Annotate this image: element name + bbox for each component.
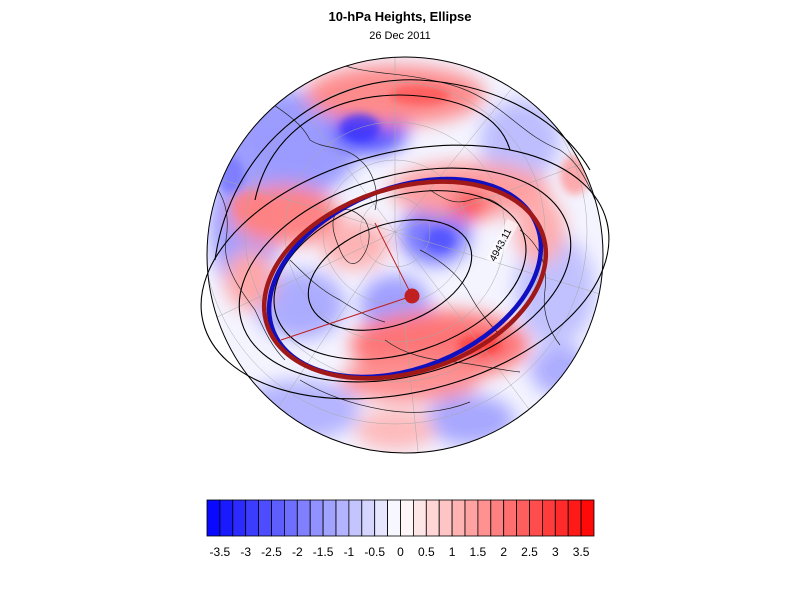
legend-swatch — [567, 499, 582, 537]
legend-tick-label: 0.5 — [418, 545, 435, 559]
legend-swatch — [322, 499, 337, 537]
legend-tick-label: -1.5 — [313, 545, 334, 559]
legend-tick-label: 1 — [449, 545, 456, 559]
legend-tick-label: 3 — [552, 545, 559, 559]
legend-tick-label: -3.5 — [210, 545, 231, 559]
legend-swatch — [529, 499, 543, 537]
map-title: 10-hPa Heights, Ellipse — [328, 9, 472, 24]
legend-swatch — [296, 499, 311, 537]
legend-swatch — [438, 499, 453, 537]
legend-swatch — [271, 499, 285, 537]
legend-tick-label: -1 — [344, 545, 355, 559]
legend-tick-label: 2 — [500, 545, 507, 559]
legend-swatch — [258, 499, 272, 537]
map-subtitle: 26 Dec 2011 — [369, 30, 431, 42]
red-ellipse — [261, 179, 549, 381]
legend-swatch — [387, 499, 401, 537]
legend-swatch — [425, 499, 440, 537]
legend-swatch — [400, 499, 414, 537]
legend-tick-label: 3.5 — [573, 545, 590, 559]
ellipse-center-marker — [404, 288, 420, 304]
legend-swatch — [580, 499, 595, 537]
legend-swatch — [451, 499, 466, 537]
legend-swatch — [490, 499, 505, 537]
legend-swatch — [412, 499, 427, 537]
legend-swatch — [245, 499, 259, 537]
color-legend-ticks: -3.5 -3 -2.5 -2 -1.5 -1 -0.5 0 0.5 1 1.5 2 2.5 3 3.5 — [210, 545, 590, 559]
legend-swatch — [348, 499, 363, 537]
legend-tick-label: -3 — [240, 545, 251, 559]
legend-tick-label: 2.5 — [521, 545, 538, 559]
legend-swatch — [374, 499, 389, 537]
legend-tick-label: 1.5 — [470, 545, 487, 559]
legend-swatch — [503, 499, 518, 537]
legend-swatch — [361, 499, 376, 537]
ellipse-minor-axis — [374, 222, 413, 297]
legend-swatch — [542, 499, 556, 537]
legend-swatch — [516, 499, 530, 537]
legend-swatch — [335, 499, 350, 537]
legend-swatch — [309, 499, 324, 537]
coastlines — [209, 59, 596, 413]
legend-tick-label: -0.5 — [364, 545, 385, 559]
legend-swatch — [232, 499, 247, 537]
legend-swatch — [283, 499, 298, 537]
legend-swatch — [464, 499, 479, 537]
legend-swatch — [554, 499, 569, 537]
legend-swatch — [206, 499, 221, 537]
ellipse-major-axis — [280, 295, 413, 341]
color-legend — [206, 499, 595, 537]
legend-swatch — [477, 499, 492, 537]
globe-outline — [206, 56, 604, 454]
height-contours — [200, 79, 610, 400]
legend-tick-label: -2 — [292, 545, 303, 559]
legend-swatch — [219, 499, 234, 537]
legend-tick-label: -2.5 — [261, 545, 282, 559]
legend-tick-label: 0 — [397, 545, 404, 559]
